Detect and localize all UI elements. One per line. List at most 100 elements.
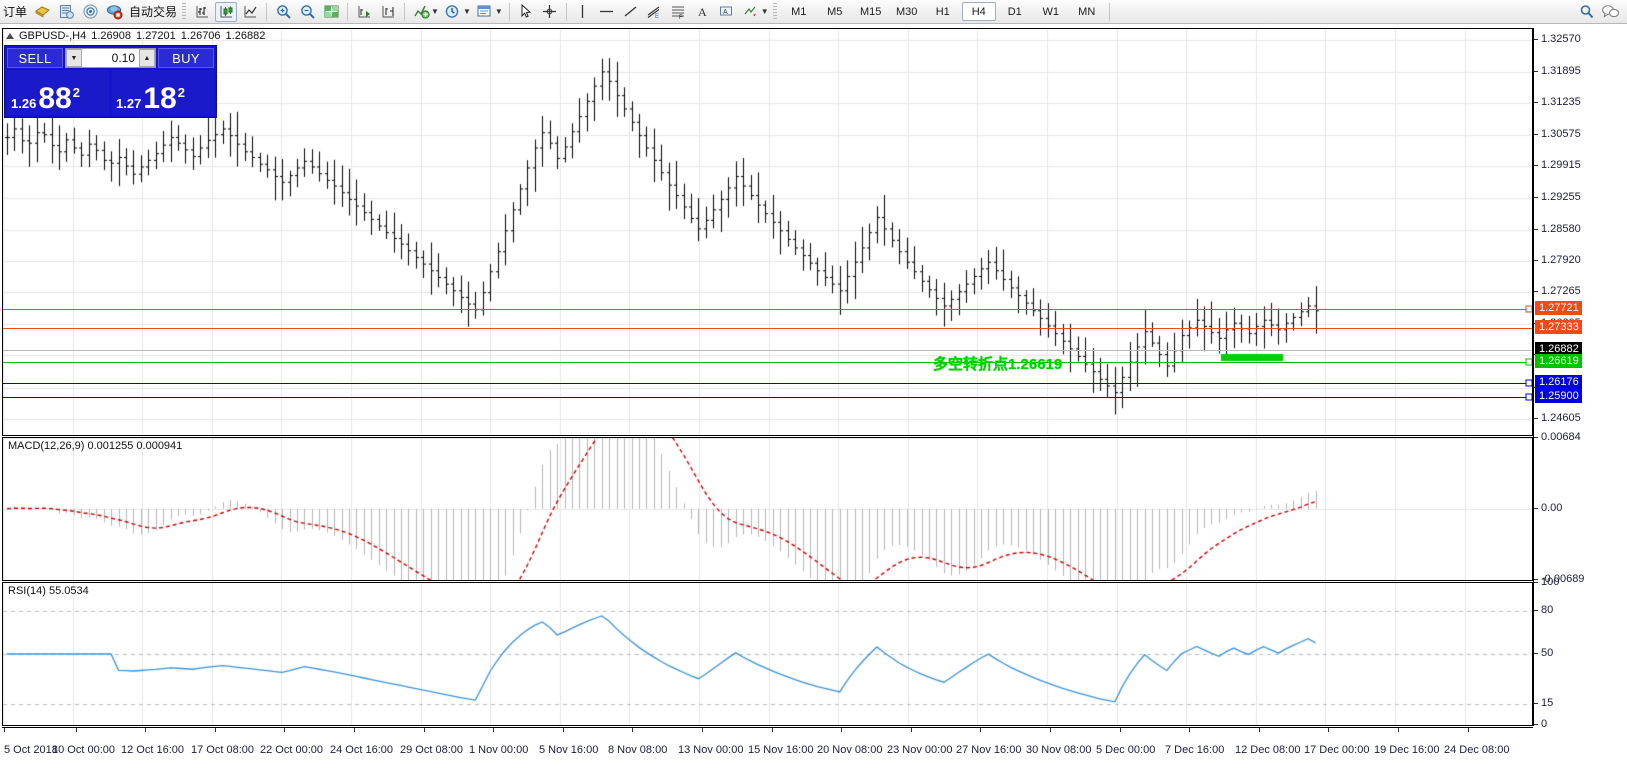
time-tick-label: 27 Nov 16:00 xyxy=(956,744,1022,756)
periods-icon[interactable] xyxy=(442,2,464,22)
timeframe-m30[interactable]: M30 xyxy=(896,5,918,18)
signal-icon[interactable] xyxy=(79,2,101,22)
buy-button[interactable]: BUY xyxy=(158,48,214,68)
templates-dropdown-caret[interactable]: ▼ xyxy=(494,7,503,16)
time-tick-mark xyxy=(1189,728,1190,732)
time-tick-mark xyxy=(215,728,216,732)
bid-price-quote[interactable]: 1.26 88 2 xyxy=(7,70,109,115)
price-level-line[interactable] xyxy=(3,350,1532,351)
autotrade-label[interactable]: 自动交易 xyxy=(129,5,178,19)
bar-chart-icon[interactable] xyxy=(191,2,213,22)
timeframe-m1[interactable]: M1 xyxy=(791,5,807,18)
collapse-triangle-icon[interactable] xyxy=(6,33,14,39)
price-tag[interactable]: 1.26619 xyxy=(1535,354,1582,368)
sell-button[interactable]: SELL xyxy=(7,48,63,68)
periods-dropdown-caret[interactable]: ▼ xyxy=(462,7,471,16)
equidistant-channel-icon[interactable]: E xyxy=(644,2,666,22)
time-tick-mark xyxy=(493,728,494,732)
timeframe-mn[interactable]: MN xyxy=(1078,5,1096,18)
timeframe-m15[interactable]: M15 xyxy=(860,5,882,18)
candlestick-chart-icon[interactable] xyxy=(215,1,238,22)
chevron-up-icon[interactable]: ▲ xyxy=(139,49,155,67)
time-axis-line xyxy=(2,727,1533,728)
text-icon[interactable]: A xyxy=(692,2,714,22)
price-level-line[interactable] xyxy=(3,362,1532,363)
chart-shift-icon[interactable] xyxy=(377,2,399,22)
timeframe-m5[interactable]: M5 xyxy=(827,5,843,18)
chart-area[interactable]: 多空转折点1.26619 MACD(12,26,9) 0.001255 0.00… xyxy=(0,24,1627,771)
volume-stepper[interactable]: ▼ 0.10 ▲ xyxy=(65,48,156,68)
price-level-line[interactable] xyxy=(3,383,1532,384)
one-click-trading-panel[interactable]: SELL ▼ 0.10 ▲ BUY 1.26 88 2 1.27 18 2 xyxy=(4,45,217,118)
price-level-handle[interactable] xyxy=(1525,393,1532,401)
horizontal-line-icon[interactable] xyxy=(596,2,618,22)
toolbar-grip[interactable] xyxy=(182,3,187,20)
price-tag[interactable]: 1.27333 xyxy=(1535,320,1582,334)
price-level-line[interactable] xyxy=(3,328,1532,329)
price-scale[interactable]: 1.32570 1.31895 1.31235 1.30575 1.29915 1.292… xyxy=(1533,28,1625,730)
price-level-handle[interactable] xyxy=(1525,358,1532,366)
macd-tick: -0.00689 xyxy=(1534,573,1584,585)
new-order-icon[interactable] xyxy=(31,2,53,22)
ohlc-high: 1.27201 xyxy=(136,30,176,42)
price-tag[interactable]: 1.26882 xyxy=(1535,342,1582,356)
trade-panel-quotes: 1.26 88 2 1.27 18 2 xyxy=(5,70,216,117)
price-tick: 1.27265 xyxy=(1534,285,1581,297)
time-tick-label: 29 Oct 08:00 xyxy=(400,744,463,756)
price-level-line[interactable] xyxy=(3,397,1532,398)
macd-tick: 0.00 xyxy=(1534,502,1562,514)
time-tick-mark xyxy=(1468,728,1469,732)
search-icon[interactable] xyxy=(1575,2,1597,22)
data-window-icon[interactable] xyxy=(320,2,342,22)
time-tick-label: 12 Oct 16:00 xyxy=(121,744,184,756)
ohlc-close: 1.26882 xyxy=(225,30,266,42)
arrows-dropdown-caret[interactable]: ▼ xyxy=(760,7,769,16)
cursor-icon[interactable] xyxy=(515,2,537,22)
chevron-down-icon[interactable]: ▼ xyxy=(66,49,82,67)
rsi-pane[interactable]: RSI(14) 55.0534 xyxy=(2,582,1533,726)
toolbar-separator-5 xyxy=(565,2,567,21)
chat-icon[interactable] xyxy=(1599,2,1621,22)
text-label-icon[interactable]: A xyxy=(716,2,738,22)
templates-icon[interactable] xyxy=(474,2,496,22)
price-tag[interactable]: 1.26176 xyxy=(1535,375,1582,389)
time-tick-mark xyxy=(424,728,425,732)
arrows-icon[interactable] xyxy=(740,2,762,22)
volume-input[interactable]: 0.10 xyxy=(82,49,139,67)
timeframe-w1[interactable]: W1 xyxy=(1042,5,1059,18)
rsi-tick: 0 xyxy=(1534,718,1547,730)
indicators-dropdown-caret[interactable]: ▼ xyxy=(431,7,439,16)
fibonacci-icon[interactable]: F xyxy=(668,2,690,22)
timeframe-h1[interactable]: H1 xyxy=(935,5,950,18)
ask-price-point: 2 xyxy=(177,85,185,100)
zoom-in-icon[interactable] xyxy=(272,2,294,22)
macd-pane[interactable]: MACD(12,26,9) 0.001255 0.000941 xyxy=(2,437,1533,581)
time-tick-label: 17 Oct 08:00 xyxy=(191,744,254,756)
timeframe-grip[interactable] xyxy=(772,3,777,20)
price-tag[interactable]: 1.27721 xyxy=(1535,301,1582,315)
ask-price-quote[interactable]: 1.27 18 2 xyxy=(112,70,214,115)
price-tag[interactable]: 1.25900 xyxy=(1535,389,1582,403)
time-tick-mark xyxy=(76,728,77,732)
time-tick-label: 23 Nov 00:00 xyxy=(887,744,953,756)
time-tick-mark xyxy=(1398,728,1399,732)
chart-book-icon[interactable] xyxy=(55,2,77,22)
new-order-label[interactable]: 订单 xyxy=(3,5,28,19)
timeframe-d1[interactable]: D1 xyxy=(1007,5,1022,18)
time-tick-mark xyxy=(284,728,285,732)
timeframe-h4[interactable]: H4 xyxy=(961,2,996,21)
price-level-handle[interactable] xyxy=(1525,305,1532,313)
price-level-line[interactable] xyxy=(3,309,1532,310)
zoom-out-icon[interactable] xyxy=(296,2,318,22)
time-axis[interactable]: 5 Oct 2018 10 Oct 00:00 12 Oct 16:00 17 Oct… xyxy=(2,727,1533,771)
price-pane[interactable]: 多空转折点1.26619 xyxy=(2,28,1533,436)
auto-scroll-icon[interactable] xyxy=(353,2,375,22)
trendline-icon[interactable] xyxy=(620,2,642,22)
price-level-handle[interactable] xyxy=(1525,379,1532,387)
vertical-line-icon[interactable] xyxy=(572,2,594,22)
crosshair-icon[interactable] xyxy=(539,2,561,22)
indicators-icon[interactable] xyxy=(410,2,432,22)
line-chart-icon[interactable] xyxy=(239,2,261,22)
price-tick: 1.31895 xyxy=(1534,65,1581,77)
autotrade-icon[interactable] xyxy=(103,2,125,22)
